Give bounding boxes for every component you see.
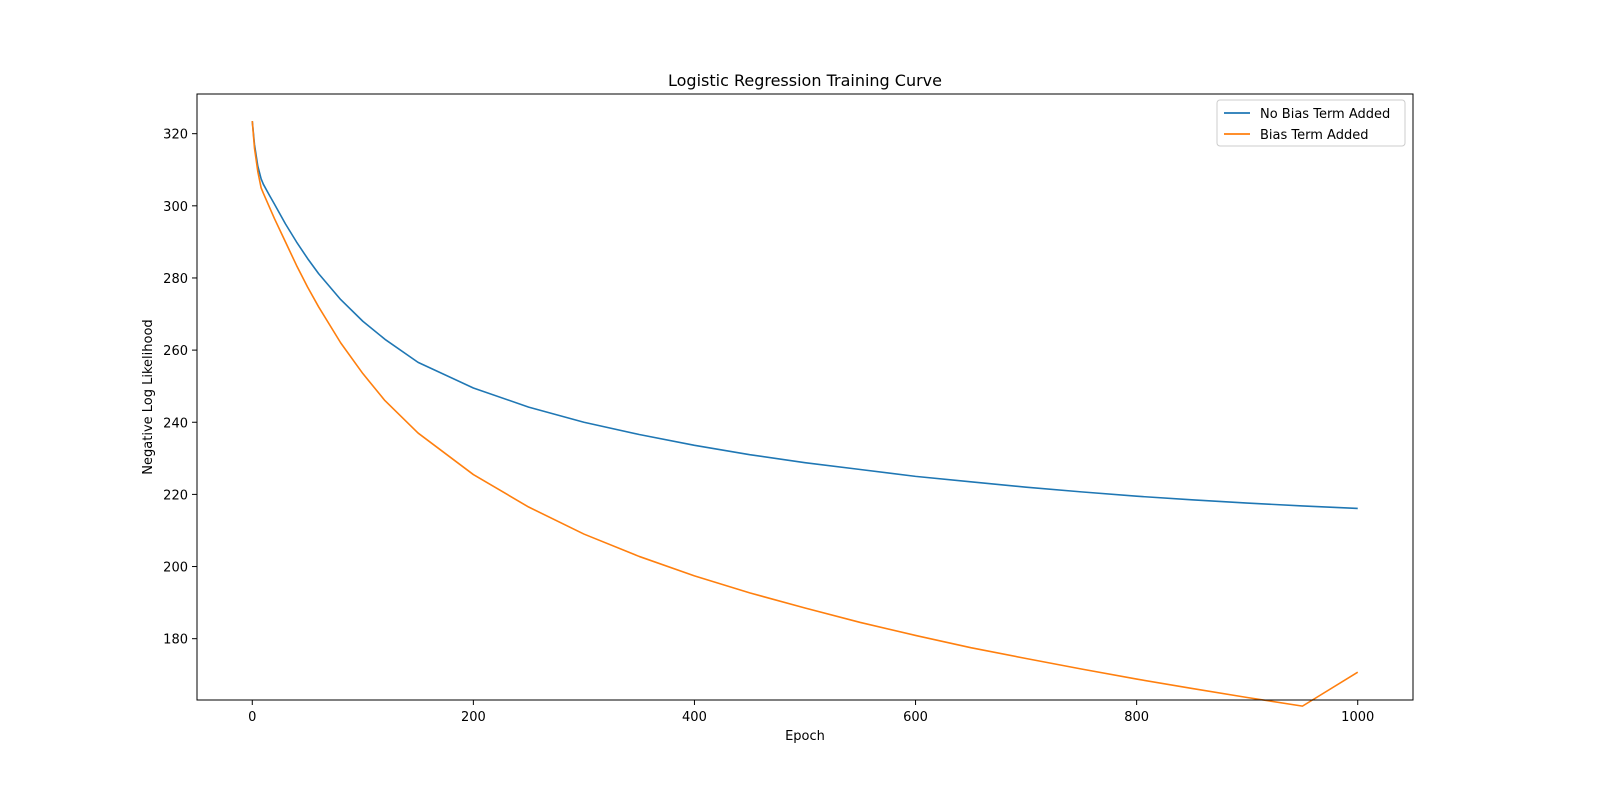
y-tick-label: 260	[163, 344, 188, 359]
series-line-2	[251, 120, 1359, 707]
x-tick-label: 200	[461, 710, 486, 725]
chart-title: Logistic Regression Training Curve	[668, 71, 942, 90]
legend-box	[1216, 99, 1406, 147]
y-tick-label: 240	[163, 416, 188, 431]
y-tick-label: 300	[163, 200, 188, 215]
x-tick-label: 0	[248, 710, 256, 725]
plot-area	[197, 94, 1413, 700]
plot-frame	[196, 93, 1414, 701]
x-tick-label: 600	[903, 710, 928, 725]
series-line-1	[251, 120, 1358, 510]
x-axis: 0 200 400 600 800 1000	[248, 700, 1374, 725]
y-axis: 180 200 220 240 260 280 300 320	[163, 128, 197, 648]
y-tick-label: 200	[163, 561, 188, 576]
series-layer	[251, 120, 1359, 707]
x-axis-label: Epoch	[785, 729, 825, 744]
y-tick-label: 180	[163, 633, 188, 648]
legend-label: No Bias Term Added	[1260, 107, 1390, 122]
x-tick-label: 1000	[1341, 710, 1374, 725]
legend: No Bias Term Added Bias Term Added	[1216, 99, 1406, 147]
y-tick-label: 280	[163, 272, 188, 287]
x-tick-label: 400	[682, 710, 707, 725]
legend-label: Bias Term Added	[1260, 128, 1368, 143]
y-tick-label: 220	[163, 488, 188, 503]
y-tick-label: 320	[163, 128, 188, 143]
x-tick-label: 800	[1124, 710, 1149, 725]
y-axis-label: Negative Log Likelihood	[141, 319, 156, 474]
